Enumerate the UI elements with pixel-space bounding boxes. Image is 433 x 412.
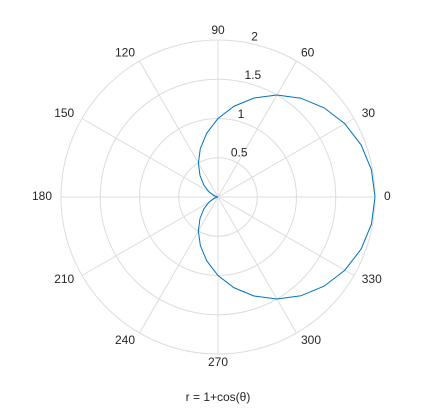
theta-tick-label: 0 <box>384 189 391 203</box>
r-tick-label: 0.5 <box>231 146 248 160</box>
theta-tick-label: 30 <box>362 106 376 120</box>
theta-tick-label: 210 <box>54 272 74 286</box>
grid-ring <box>99 78 337 316</box>
chart-title: r = 1+cos(θ) <box>186 390 251 404</box>
r-tick-label: 1 <box>238 107 245 121</box>
theta-tick-label: 120 <box>115 45 135 59</box>
r-tick-label: 1.5 <box>244 68 261 82</box>
theta-tick-label: 300 <box>301 333 321 347</box>
theta-tick-label: 150 <box>54 106 74 120</box>
theta-tick-label: 240 <box>115 333 135 347</box>
theta-tick-label: 270 <box>208 355 228 369</box>
r-tick-label: 2 <box>251 30 258 44</box>
grid-ring <box>178 157 258 237</box>
theta-tick-label: 180 <box>32 189 52 203</box>
data-line <box>197 94 376 300</box>
theta-tick-label: 90 <box>211 23 225 37</box>
theta-tick-label: 330 <box>362 272 382 286</box>
theta-tick-label: 60 <box>301 45 315 59</box>
